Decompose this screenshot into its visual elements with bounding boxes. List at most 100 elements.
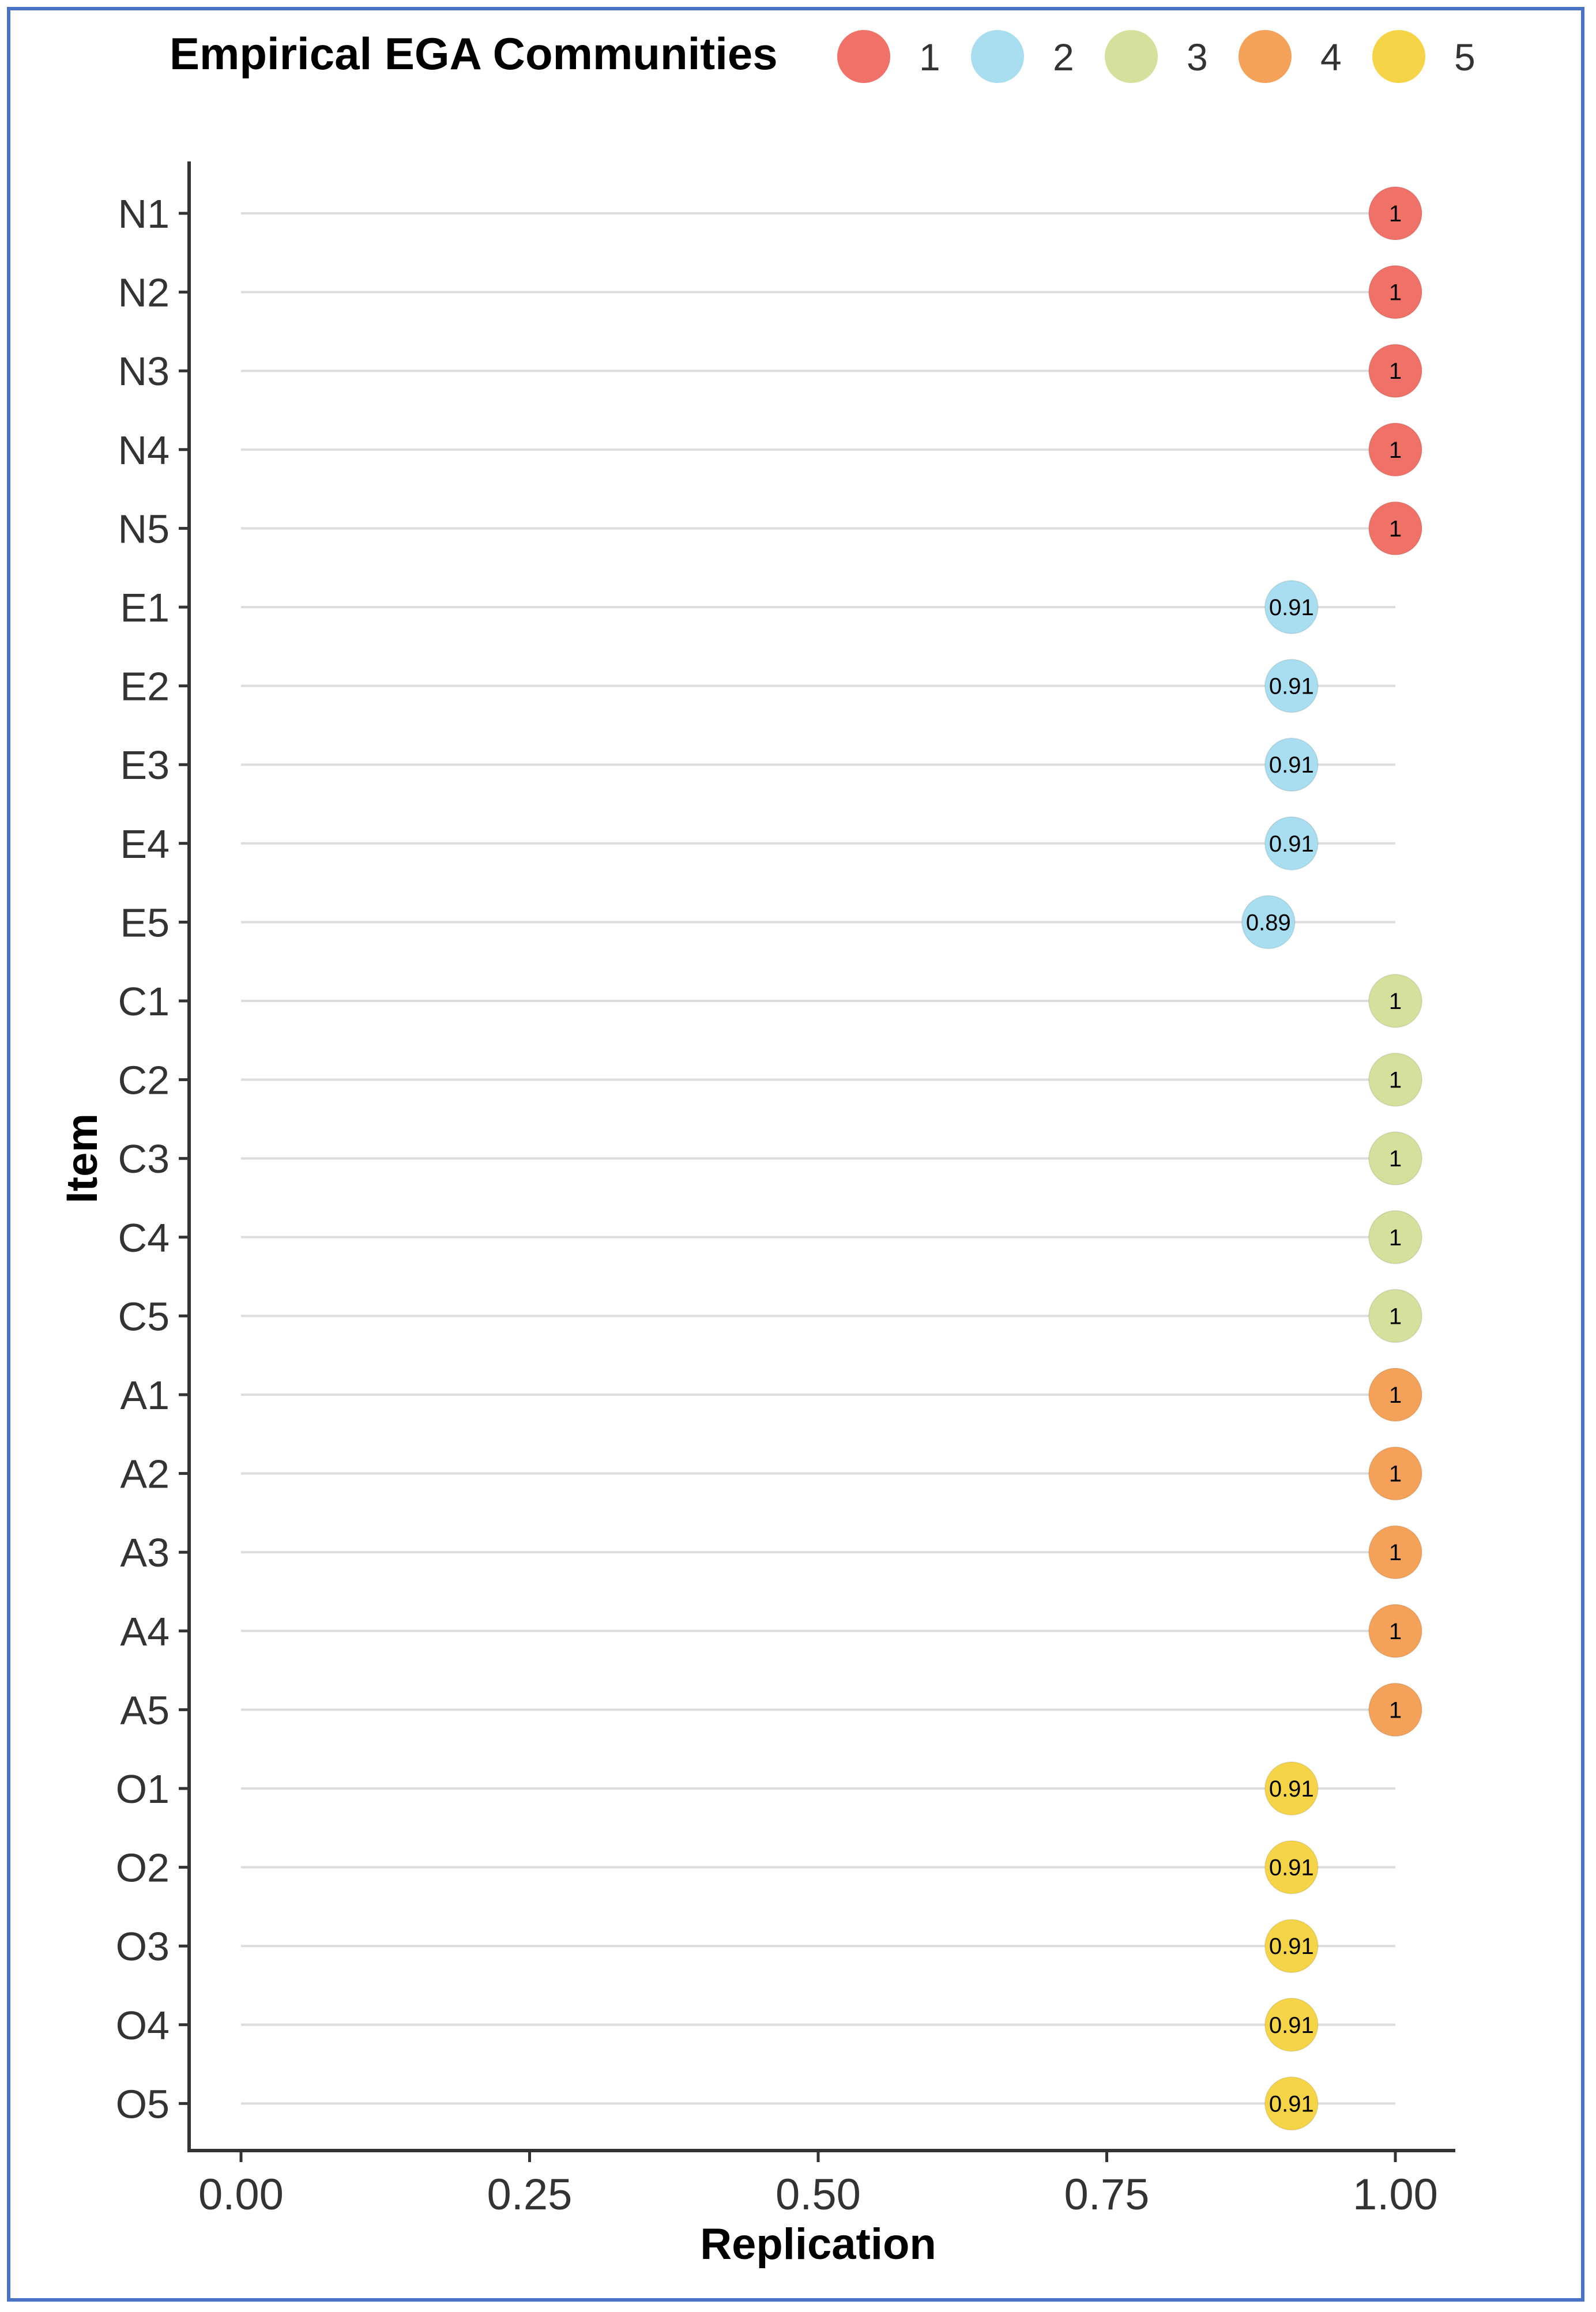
legend: Empirical EGA Communities 1 2 3 4 5 [170,28,1475,83]
replication-chart: Empirical EGA Communities 1 2 3 4 5 N1 N2 N3 N4… [58,28,1475,2269]
point-O4 [1264,1997,1319,2052]
y-tick-label-A5: A5 [120,1688,170,1733]
point-N2 [1368,265,1422,319]
y-tick-label-A1: A1 [120,1373,170,1418]
x-tick-label-0.25: 0.25 [487,2170,573,2219]
axes [187,161,1455,2152]
y-tick-label-E2: E2 [120,664,170,709]
y-tick-label-O3: O3 [116,1924,170,1969]
point-label-E2: 0.91 [1269,674,1314,699]
point-label-O5: 0.91 [1269,2091,1314,2117]
point-label-E5: 0.89 [1246,910,1291,935]
legend-swatch-3 [1105,30,1158,83]
point-label-A2: 1 [1389,1462,1402,1487]
y-axis-title: Item [58,1113,107,1203]
legend-label-3: 3 [1187,36,1208,78]
legend-swatch-5 [1372,30,1425,83]
x-tick-label-0.50: 0.50 [776,2170,861,2219]
y-tick-label-N4: N4 [118,428,170,473]
point-label-E4: 0.91 [1269,831,1314,857]
x-tick-label-0.75: 0.75 [1064,2170,1150,2219]
y-tick-label-O5: O5 [116,2081,170,2126]
point-label-N4: 1 [1389,438,1402,463]
legend-label-4: 4 [1320,36,1342,78]
point-E1 [1264,580,1319,634]
point-C3 [1368,1131,1422,1186]
legend-label-2: 2 [1053,36,1074,78]
point-E5 [1241,895,1296,950]
point-E2 [1264,658,1319,713]
point-N5 [1368,501,1422,556]
point-O3 [1264,1919,1319,1974]
legend-label-5: 5 [1454,36,1475,78]
point-label-A4: 1 [1389,1619,1402,1644]
y-tick-label-N3: N3 [118,349,170,394]
y-tick-label-C3: C3 [118,1136,170,1181]
y-tick-label-C5: C5 [118,1294,170,1339]
x-axis-title: Replication [700,2220,936,2269]
x-tick-label-0.00: 0.00 [198,2170,284,2219]
y-tick-label-E5: E5 [120,900,170,945]
x-axis-ticks: 0.00 0.25 0.50 0.75 1.00 [198,2151,1438,2219]
point-C4 [1368,1210,1422,1264]
y-tick-label-O1: O1 [116,1767,170,1812]
point-A2 [1368,1446,1422,1501]
point-O2 [1264,1840,1319,1895]
point-C1 [1368,974,1422,1028]
point-label-A5: 1 [1389,1697,1402,1723]
y-tick-label-N1: N1 [118,191,170,236]
point-label-C5: 1 [1389,1304,1402,1329]
point-A5 [1368,1682,1422,1737]
point-N3 [1368,344,1422,398]
point-N4 [1368,422,1422,477]
point-A3 [1368,1525,1422,1580]
point-C2 [1368,1052,1422,1107]
point-label-N5: 1 [1389,516,1402,541]
y-tick-label-A4: A4 [120,1609,170,1654]
point-O5 [1264,2076,1319,2131]
point-E3 [1264,737,1319,792]
figure-frame: Empirical EGA Communities 1 2 3 4 5 N1 N2 N3 N4… [7,7,1584,2302]
x-tick-label-1.00: 1.00 [1353,2170,1438,2219]
legend-swatch-1 [837,30,890,83]
point-C5 [1368,1289,1422,1343]
point-A4 [1368,1603,1422,1658]
point-label-N2: 1 [1389,280,1402,306]
y-tick-label-N2: N2 [118,270,170,315]
point-O1 [1264,1761,1319,1816]
y-tick-label-E4: E4 [120,822,170,867]
legend-label-1: 1 [919,36,940,78]
legend-swatch-4 [1239,30,1292,83]
legend-entries: 1 2 3 4 5 [837,30,1475,83]
data-points: 1 1 1 1 1 0.91 0.91 0.91 0.91 0.89 1 1 1 1 1 1 1 1 1 1 0.91 0… [1241,186,1422,2131]
point-label-N1: 1 [1389,201,1402,227]
point-label-E1: 0.91 [1269,595,1314,620]
point-label-C1: 1 [1389,989,1402,1014]
point-label-C2: 1 [1389,1068,1402,1093]
y-tick-label-N5: N5 [118,506,170,551]
gridlines [241,212,1395,2105]
y-tick-label-E3: E3 [120,743,170,788]
point-label-O1: 0.91 [1269,1776,1314,1802]
point-E4 [1264,816,1319,871]
point-label-C3: 1 [1389,1146,1402,1172]
y-tick-label-C1: C1 [118,979,170,1024]
y-tick-label-O2: O2 [116,1846,170,1891]
y-tick-label-E1: E1 [120,585,170,630]
point-label-E3: 0.91 [1269,752,1314,778]
y-tick-label-C4: C4 [118,1215,170,1260]
legend-swatch-2 [971,30,1024,83]
point-label-O4: 0.91 [1269,2013,1314,2038]
legend-title: Empirical EGA Communities [170,28,778,79]
y-tick-label-A2: A2 [120,1452,170,1497]
point-label-C4: 1 [1389,1225,1402,1251]
y-tick-label-O4: O4 [116,2003,170,2048]
y-tick-label-A3: A3 [120,1530,170,1575]
y-axis-ticks: N1 N2 N3 N4 N5 E1 E2 E3 E4 E5 C1 C2 C3 C4 C5 A1 A2 A3 A4 A5… [116,191,189,2126]
y-tick-label-C2: C2 [118,1058,170,1103]
point-N1 [1368,186,1422,240]
point-label-A1: 1 [1389,1383,1402,1408]
point-label-O3: 0.91 [1269,1934,1314,1959]
point-A1 [1368,1368,1422,1422]
point-label-N3: 1 [1389,359,1402,384]
